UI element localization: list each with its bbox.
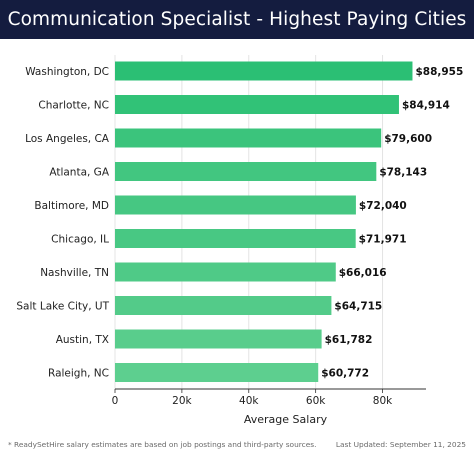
bar [115, 162, 377, 181]
bars [115, 61, 413, 382]
bar [115, 229, 356, 248]
value-label: $72,040 [359, 200, 407, 212]
value-label: $64,715 [334, 301, 382, 313]
x-tick-label: 80k [373, 395, 393, 407]
category-label: Los Angeles, CA [25, 133, 110, 145]
bar [115, 329, 322, 349]
category-labels: Washington, DC Charlotte, NC Los Angeles, … [16, 66, 109, 380]
value-labels: $88,955 $84,914 $79,600 $78,143 $72,040 $71,9… [321, 66, 463, 380]
value-label: $60,772 [321, 368, 369, 380]
bar-chart: Washington, DC Charlotte, NC Los Angeles, … [16, 55, 463, 426]
category-label: Washington, DC [25, 66, 109, 78]
value-label: $66,016 [339, 267, 387, 279]
bar [115, 296, 332, 315]
x-tick-label: 40k [239, 395, 259, 407]
x-tick-label: 60k [306, 395, 326, 407]
value-label: $61,782 [325, 334, 373, 346]
value-label: $79,600 [384, 133, 432, 145]
footer: * ReadySetHire salary estimates are base… [0, 436, 474, 457]
category-label: Raleigh, NC [48, 368, 109, 380]
category-label: Baltimore, MD [34, 200, 109, 212]
bar [115, 262, 336, 282]
value-label: $71,971 [359, 234, 407, 246]
x-tick-label: 0 [112, 395, 119, 407]
bar [115, 61, 413, 81]
bar [115, 128, 382, 148]
category-label: Nashville, TN [40, 267, 109, 279]
footnote: * ReadySetHire salary estimates are base… [8, 440, 317, 449]
x-axis: 0 20k 40k 60k 80k Average Salary [112, 388, 426, 426]
x-axis-label: Average Salary [244, 413, 328, 426]
chart-title: Communication Specialist - Highest Payin… [7, 9, 467, 30]
bar [115, 363, 319, 382]
last-updated: Last Updated: September 11, 2025 [335, 440, 466, 449]
title-bar: Communication Specialist - Highest Payin… [0, 0, 474, 39]
x-tick-label: 20k [172, 395, 192, 407]
category-label: Charlotte, NC [38, 100, 109, 112]
bar [115, 195, 356, 215]
category-label: Chicago, IL [51, 234, 109, 246]
value-label: $78,143 [379, 167, 427, 179]
value-label: $88,955 [415, 66, 463, 78]
value-label: $84,914 [402, 100, 450, 112]
category-label: Salt Lake City, UT [16, 301, 109, 313]
bar [115, 95, 399, 114]
category-label: Atlanta, GA [49, 167, 109, 179]
category-label: Austin, TX [56, 334, 109, 346]
